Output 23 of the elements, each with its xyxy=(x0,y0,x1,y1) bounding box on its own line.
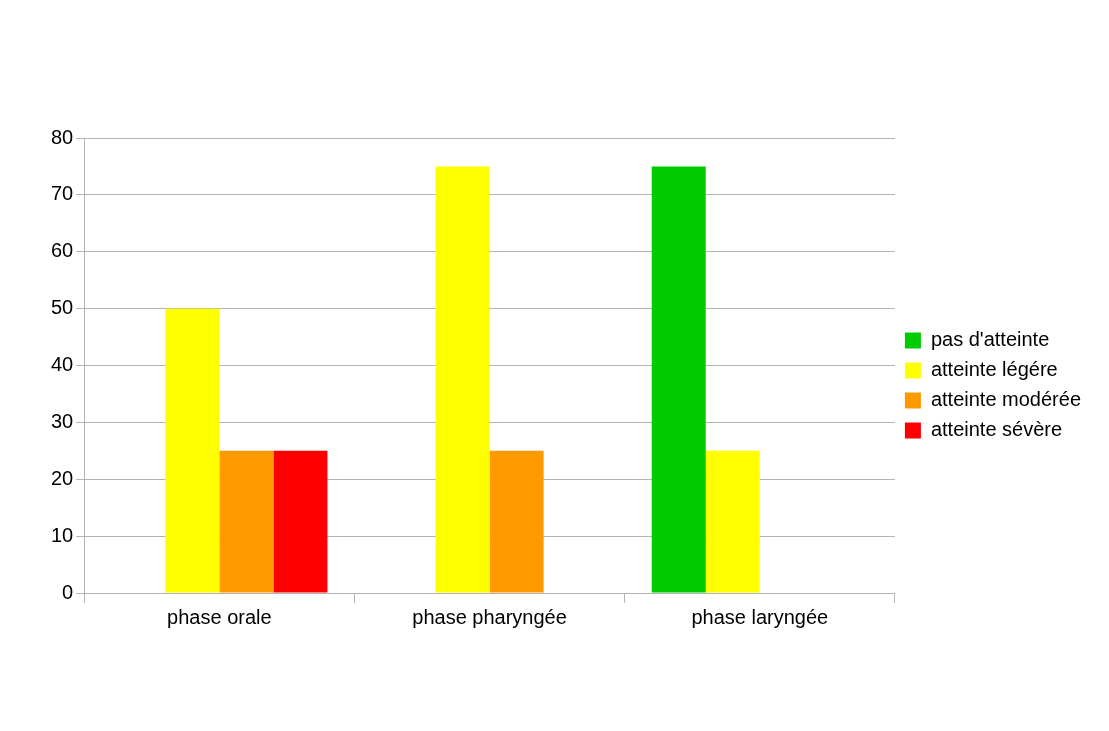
bar xyxy=(489,450,544,593)
bar xyxy=(165,308,220,593)
x-tick-label: phase laryngée xyxy=(691,605,829,628)
y-tick-label: 0 xyxy=(62,580,74,603)
legend-label: atteinte modérée xyxy=(930,388,1082,411)
bar xyxy=(273,450,328,593)
legend-label: pas d'atteinte xyxy=(930,328,1050,351)
y-tick-label: 50 xyxy=(51,296,74,319)
legend-label: atteinte sévère xyxy=(930,418,1063,441)
y-tick-label: 70 xyxy=(51,182,74,205)
bar xyxy=(705,450,760,593)
legend-label: atteinte légére xyxy=(930,358,1058,381)
bar xyxy=(651,166,706,593)
y-tick-label: 80 xyxy=(51,125,74,148)
y-tick-label: 10 xyxy=(51,523,74,546)
y-tick-label: 30 xyxy=(51,409,74,432)
y-tick-label: 20 xyxy=(51,466,74,489)
x-tick-label: phase orale xyxy=(167,605,272,628)
bar xyxy=(219,450,274,593)
y-tick-label: 60 xyxy=(51,239,74,262)
x-tick-label: phase pharyngée xyxy=(412,605,567,628)
y-tick-label: 40 xyxy=(51,353,74,376)
bar xyxy=(435,166,490,593)
